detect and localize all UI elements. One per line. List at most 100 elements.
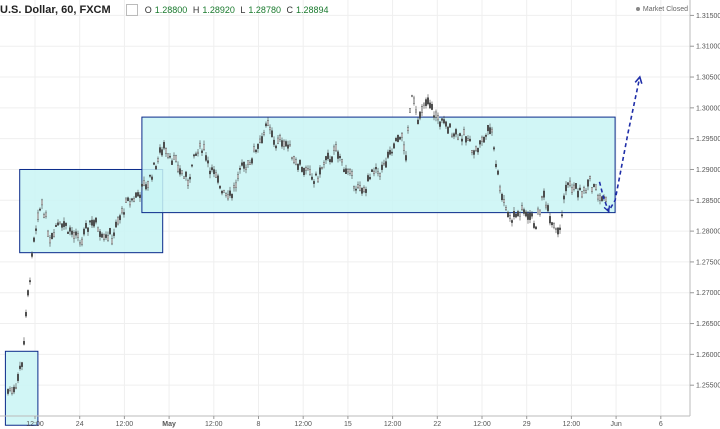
candle-body <box>35 229 36 231</box>
candle-body <box>335 145 336 151</box>
candle-body <box>109 228 110 234</box>
candle-body <box>343 169 344 171</box>
candle-body <box>583 188 584 191</box>
candle-body <box>197 152 198 153</box>
candle-body <box>373 171 374 174</box>
candle-body <box>363 187 364 191</box>
candle-body <box>195 154 196 156</box>
candle-body <box>241 163 242 166</box>
candle-body <box>75 232 76 236</box>
candle-body <box>345 169 346 174</box>
candle-body <box>189 177 190 179</box>
candle-body <box>183 177 184 179</box>
candle-body <box>569 181 570 186</box>
candle-body <box>505 207 506 209</box>
candle-body <box>181 171 182 174</box>
candle-body <box>203 144 204 150</box>
time-tick-label: 12:00 <box>473 421 491 428</box>
candle-body <box>7 389 8 393</box>
candle-body <box>69 228 70 232</box>
candle-body <box>227 194 228 199</box>
candle-body <box>81 239 82 244</box>
time-tick-label: Jun <box>610 421 621 428</box>
candle-body <box>19 366 20 369</box>
candle-body <box>589 176 590 179</box>
candle-body <box>299 160 300 164</box>
candle-body <box>479 140 480 144</box>
time-tick-label: 29 <box>523 421 531 428</box>
candle-body <box>93 220 94 226</box>
candle-body <box>543 191 544 197</box>
candle-body <box>423 104 424 105</box>
candle-body <box>483 137 484 142</box>
candle-body <box>139 195 140 198</box>
candle-body <box>263 133 264 135</box>
candle-body <box>77 233 78 237</box>
candle-body <box>413 98 414 103</box>
time-tick-label: 15 <box>344 421 352 428</box>
candle-body <box>573 185 574 189</box>
price-axis[interactable]: 1.31500 1.31000 1.30500 1.30000 1.29500 1.290… <box>690 0 720 429</box>
candle-body <box>347 170 348 172</box>
candle-body <box>393 144 394 148</box>
candle-body <box>541 196 542 198</box>
candle-body <box>417 120 418 124</box>
time-axis[interactable]: 12:00 24 12:00 May 12:00 8 12:00 15 12:00 22 12:00… <box>0 416 690 428</box>
candle-body <box>411 95 412 97</box>
candle-body <box>337 152 338 159</box>
candle-body <box>209 171 210 174</box>
candle-body <box>545 205 546 207</box>
candle-body <box>441 119 442 121</box>
time-tick-label: 12:00 <box>205 421 223 428</box>
candle-body <box>293 156 294 163</box>
candle-body <box>567 183 568 185</box>
candle-body <box>253 147 254 151</box>
candle-body <box>257 144 258 149</box>
candle-body <box>277 138 278 144</box>
candle-body <box>215 172 216 177</box>
candle-body <box>151 177 152 180</box>
candle-body <box>153 163 154 165</box>
candle-body <box>319 168 320 174</box>
candle-body <box>141 184 142 186</box>
candle-body <box>507 212 508 217</box>
price-tick-label: 1.29000 <box>696 167 720 174</box>
candle-body <box>527 213 528 219</box>
time-tick-label: 6 <box>659 421 663 428</box>
candle-body <box>501 194 502 200</box>
candle-body <box>159 147 160 152</box>
candle-body <box>601 197 602 201</box>
settings-toggle-icon[interactable] <box>126 4 138 16</box>
range-boxes <box>5 117 615 425</box>
candle-body <box>333 147 334 151</box>
candle-body <box>155 166 156 169</box>
candle-body <box>115 222 116 227</box>
price-axis-bg <box>690 0 720 429</box>
candle-body <box>327 153 328 159</box>
candle-body <box>467 139 468 141</box>
candle-body <box>325 156 326 160</box>
candle-body <box>223 190 224 192</box>
candle-body <box>11 388 12 394</box>
candle-body <box>243 162 244 168</box>
price-tick-label: 1.28500 <box>696 198 720 205</box>
candle-body <box>249 163 250 165</box>
price-tick-label: 1.27000 <box>696 290 720 297</box>
candle-body <box>105 235 106 238</box>
candle-body <box>317 178 318 182</box>
candle-body <box>427 98 428 104</box>
candle-body <box>551 222 552 224</box>
candle-body <box>61 224 62 228</box>
candle-body <box>357 185 358 188</box>
candle-body <box>385 162 386 168</box>
candle-body <box>591 187 592 191</box>
candle-body <box>187 180 188 185</box>
candle-body <box>219 186 220 188</box>
candle-body <box>213 170 214 174</box>
candle-body <box>449 124 450 128</box>
candle-body <box>361 188 362 193</box>
candle-body <box>43 215 44 218</box>
candle-body <box>519 213 520 216</box>
range-box-2 <box>20 169 163 252</box>
